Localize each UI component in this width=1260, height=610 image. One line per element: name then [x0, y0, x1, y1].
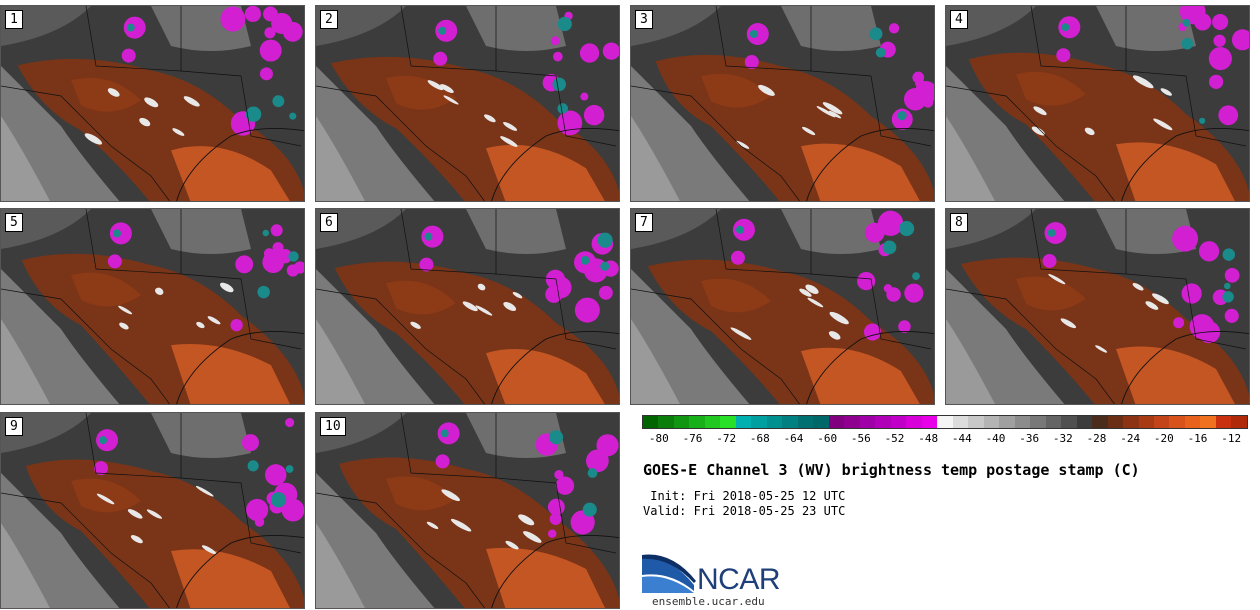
wv-map: [631, 6, 934, 201]
colorbar-tick-label: -32: [1052, 432, 1073, 445]
wv-map: [316, 6, 619, 201]
colorbar-swatch: [844, 416, 860, 428]
colorbar-swatch: [1153, 416, 1170, 428]
ncar-logo-icon: [642, 554, 696, 593]
panel-number-label: 3: [635, 10, 653, 29]
colorbar-tick-label: -44: [951, 432, 972, 445]
colorbar-tick-label: -48: [918, 432, 939, 445]
stamp-panel-8: 8: [945, 208, 1250, 405]
colorbar-swatch: [720, 416, 736, 428]
colorbar-tick-label: -68: [749, 432, 770, 445]
colorbar-swatch: [1092, 416, 1108, 428]
colorbar-swatch: [968, 416, 984, 428]
colorbar-ticks: -80 -76 -72 -68 -64 -60 -56 -52 -48 -44 -40 -36 -32-…: [642, 432, 1248, 446]
colorbar-swatch: [1061, 416, 1077, 428]
colorbar-swatch: [1107, 416, 1124, 428]
colorbar-swatch: [643, 416, 659, 428]
valid-time: Valid: Fri 2018-05-25 23 UTC: [643, 504, 846, 518]
colorbar-tick-label: -72: [716, 432, 737, 445]
panel-number-label: 1: [5, 10, 23, 29]
colorbar-swatch: [1030, 416, 1046, 428]
stamp-panel-2: 2: [315, 5, 620, 202]
wv-map: [946, 209, 1249, 404]
colorbar-tick-label: -56: [850, 432, 871, 445]
colorbar-swatch: [673, 416, 690, 428]
panel-number-label: 2: [320, 10, 338, 29]
page-title: GOES-E Channel 3 (WV) brightness temp po…: [643, 461, 1140, 479]
colorbar-tick-label: -12: [1221, 432, 1242, 445]
panel-number-label: 4: [950, 10, 968, 29]
wv-map: [316, 413, 619, 608]
colorbar-swatch: [813, 416, 829, 428]
stamp-panel-4: 4: [945, 5, 1250, 202]
colorbar-tick-label: -64: [783, 432, 804, 445]
colorbar-swatch: [782, 416, 798, 428]
colorbar-swatch: [735, 416, 752, 428]
wv-map: [1, 6, 304, 201]
colorbar-swatch: [937, 416, 953, 428]
stamp-panel-3: 3: [630, 5, 935, 202]
colorbar-tick-label: -60: [817, 432, 838, 445]
colorbar-swatch: [1014, 416, 1031, 428]
wv-map: [1, 209, 304, 404]
colorbar-swatch: [1231, 416, 1247, 428]
colorbar-swatch: [704, 416, 721, 428]
colorbar-swatch: [658, 416, 674, 428]
colorbar-swatch: [1045, 416, 1062, 428]
colorbar-tick-label: -80: [648, 432, 669, 445]
colorbar-swatch: [1169, 416, 1185, 428]
panel-number-label: 8: [950, 213, 968, 232]
stamp-panel-10: 10: [315, 412, 620, 609]
wv-map: [1, 413, 304, 608]
stamp-panel-6: 6: [315, 208, 620, 405]
init-time: Init: Fri 2018-05-25 12 UTC: [643, 489, 846, 503]
colorbar-swatch: [983, 416, 1000, 428]
colorbar-swatch: [906, 416, 922, 428]
colorbar-tick-label: -16: [1187, 432, 1208, 445]
colorbar-swatch: [689, 416, 705, 428]
colorbar-swatch: [875, 416, 891, 428]
site-url: ensemble.ucar.edu: [652, 595, 765, 608]
colorbar-swatch: [859, 416, 876, 428]
colorbar-swatch: [1076, 416, 1093, 428]
colorbar-swatch: [921, 416, 938, 428]
colorbar-swatch: [1215, 416, 1232, 428]
wv-map: [946, 6, 1249, 201]
colorbar-tick-label: -40: [985, 432, 1006, 445]
panel-number-label: 9: [5, 417, 23, 436]
colorbar-tick-label: -28: [1086, 432, 1107, 445]
stamp-panel-9: 9: [0, 412, 305, 609]
panel-number-label: 6: [320, 213, 338, 232]
colorbar-swatch: [1200, 416, 1216, 428]
colorbar-swatch: [1138, 416, 1154, 428]
colorbar-tick-label: -20: [1153, 432, 1174, 445]
colorbar-swatch: [751, 416, 767, 428]
colorbar-tick-label: -24: [1120, 432, 1141, 445]
panel-number-label: 5: [5, 213, 23, 232]
colorbar-swatch: [828, 416, 845, 428]
colorbar-swatch: [1184, 416, 1201, 428]
colorbar-swatch: [797, 416, 814, 428]
wv-map: [631, 209, 934, 404]
colorbar-swatch: [1123, 416, 1139, 428]
colorbar-tick-label: -76: [682, 432, 703, 445]
panel-number-label: 7: [635, 213, 653, 232]
stamp-panel-7: 7: [630, 208, 935, 405]
colorbar-swatch: [999, 416, 1015, 428]
colorbar-swatch: [890, 416, 907, 428]
wv-map: [316, 209, 619, 404]
colorbar-swatch: [952, 416, 969, 428]
logo-text: NCAR: [697, 563, 781, 596]
colorbar-swatch: [766, 416, 783, 428]
stamp-panel-1: 1: [0, 5, 305, 202]
colorbar-tick-label: -52: [884, 432, 905, 445]
colorbar-tick-label: -36: [1019, 432, 1040, 445]
stamp-panel-5: 5: [0, 208, 305, 405]
colorbar: [642, 415, 1248, 429]
panel-number-label: 10: [320, 417, 346, 436]
